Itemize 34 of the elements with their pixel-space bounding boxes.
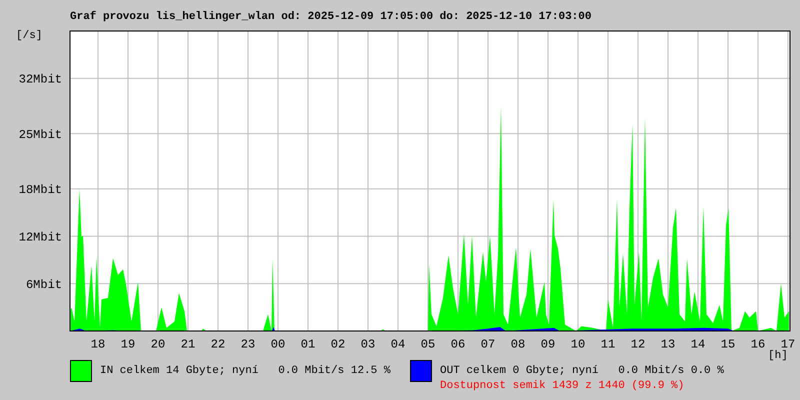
- x-tick-label: 13: [660, 338, 676, 352]
- x-tick-label: 10: [570, 338, 586, 352]
- x-tick-label: 14: [690, 338, 706, 352]
- chart-title: Graf provozu lis_hellinger_wlan od: 2025-12-09 17:05:00 do: 2025-12-10 17:03:00: [70, 11, 592, 23]
- x-tick-label: 07: [480, 338, 496, 352]
- text: Dostupnost semik 1439 z 1440 (99.9 %): [440, 380, 684, 392]
- x-tick-label: 09: [540, 338, 556, 352]
- x-tick-label: 04: [390, 338, 406, 352]
- x-tick-label: 02: [330, 338, 346, 352]
- y-tick-label: 12Mbit: [18, 230, 62, 245]
- y-tick-label: 25Mbit: [18, 128, 62, 142]
- y-axis-title: [/s]: [16, 30, 42, 42]
- y-tick-label: 32Mbit: [18, 72, 62, 87]
- x-tick-label: 15: [720, 338, 736, 352]
- y-tick-label: 18Mbit: [18, 183, 62, 198]
- x-tick-label: 22: [210, 338, 226, 352]
- x-tick-label: 08: [510, 338, 526, 352]
- x-tick-label: 20: [150, 338, 166, 352]
- y-tick-label: 6Mbit: [26, 278, 62, 292]
- x-tick-label: 00: [270, 338, 286, 352]
- x-tick-label: 01: [300, 338, 316, 352]
- x-axis-title: [h]: [768, 350, 788, 362]
- x-tick-label: 12: [630, 338, 646, 352]
- legend-label: IN celkem 14 Gbyte; nyní 0.0 Mbit/s 12.5 %: [100, 365, 390, 377]
- x-tick-label: 19: [120, 338, 136, 352]
- x-tick-label: 03: [360, 338, 376, 352]
- x-tick-label: 06: [450, 338, 466, 352]
- x-tick-label: 18: [90, 338, 106, 352]
- x-tick-label: 21: [180, 338, 196, 352]
- x-tick-label: 11: [600, 338, 616, 352]
- x-tick-label: 16: [750, 338, 766, 352]
- x-tick-label: 05: [420, 338, 436, 352]
- legend-label: OUT celkem 0 Gbyte; nyní 0.0 Mbit/s 0.0 %: [440, 365, 724, 377]
- x-tick-label: 23: [240, 338, 256, 352]
